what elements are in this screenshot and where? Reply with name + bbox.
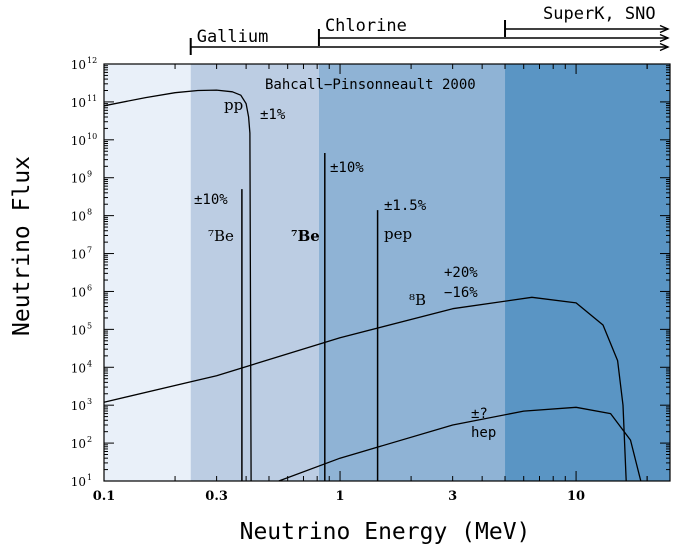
pp-label: pp [224,96,243,114]
pep-uncertainty: ±1.5% [384,198,427,214]
y-tick-label: 10 [71,475,86,489]
y-tick-label: 10 [71,323,86,337]
x-tick-labels: 0.1 0.3 1 3 10 [93,489,585,504]
chlorine-label: Chlorine [325,16,407,36]
flux-series [103,89,642,482]
series-pp-spectrum [103,89,252,482]
y-tick-exponent: 1 [87,473,92,482]
y-tick-exponent: 3 [87,397,92,406]
hep-uncertainty: ±? [471,406,488,422]
series-annotations: pp ±1% ±10% ⁷Be ⁷Be ±10% ±1.5% pep +20% … [194,96,496,441]
b8-uncertainty-down: −16% [444,285,478,301]
x-tick-label: 10 [567,489,585,504]
pep-label: pep [384,225,412,243]
y-tick-label: 10 [71,399,86,413]
region-below-threshold [104,64,191,481]
x-tick-label: 1 [336,489,345,504]
plot-frame [103,63,671,482]
x-tick-label: 0.3 [205,489,228,504]
y-tick-exponent: 9 [87,170,92,179]
y-tick-label: 10 [71,58,86,72]
detector-threshold-brackets: Gallium Chlorine SuperK, SNO [189,4,670,55]
y-tick-exponent: 11 [87,94,97,103]
y-tick-exponent: 7 [87,246,92,255]
x-tick-label: 3 [448,489,457,504]
detector-regions [104,64,670,481]
axis-ticks [103,63,670,482]
y-tick-exponent: 6 [87,283,92,292]
be7-low-uncertainty: ±10% [194,192,228,208]
be7-low-label: ⁷Be [208,227,234,245]
y-tick-label: 10 [71,134,86,148]
be7-high-label: ⁷Be [291,227,320,245]
y-tick-exponent: 2 [87,435,92,444]
y-tick-label: 10 [71,96,86,110]
y-tick-exponent: 4 [87,359,92,368]
y-tick-exponent: 10 [87,132,97,141]
superk-sno-arrow-head [659,24,670,34]
superk-sno-label: SuperK, SNO [543,4,656,24]
y-tick-label: 10 [71,210,86,224]
region-superk-sno [505,64,670,481]
pp-uncertainty: ±1% [260,107,286,123]
y-tick-label: 10 [71,437,86,451]
region-gallium [190,64,319,481]
chlorine-arrow-head [659,33,670,43]
b8-label: ⁸B [409,291,426,309]
x-tick-label: 0.1 [93,489,116,504]
chart-title: Bahcall−Pinsonneault 2000 [265,77,476,93]
hep-label: hep [471,425,496,441]
series-8b-spectrum [103,296,627,482]
y-tick-label: 10 [71,361,86,375]
y-tick-label: 10 [71,285,86,299]
region-chlorine [318,64,506,481]
y-tick-label: 10 [71,172,86,186]
be7-high-uncertainty: ±10% [330,160,364,176]
y-axis-label: Neutrino Flux [9,156,35,336]
y-tick-exponent: 12 [87,56,97,65]
y-tick-label: 10 [71,248,86,262]
b8-uncertainty-up: +20% [444,265,478,281]
gallium-label: Gallium [197,27,269,47]
y-tick-exponent: 5 [87,321,92,330]
gallium-arrow-head [659,42,670,52]
y-tick-exponent: 8 [87,208,92,217]
x-axis-label: Neutrino Energy (MeV) [240,519,531,545]
